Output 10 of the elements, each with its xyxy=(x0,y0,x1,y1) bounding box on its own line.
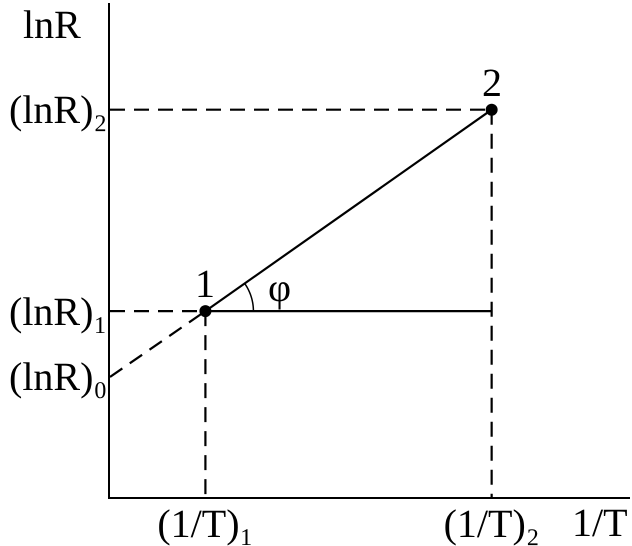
y-axis-title: lnR xyxy=(23,2,82,47)
x-axis-title: 1/T xyxy=(572,500,628,545)
annotation: 1 xyxy=(195,261,215,306)
annotation: (lnR)₁ xyxy=(9,289,108,334)
annotation: (lnR)₂ xyxy=(9,87,108,132)
annotation: 2 xyxy=(482,60,502,105)
x-tick-label: (1/T)₁ xyxy=(157,501,254,546)
x-tick-label: (1/T)₂ xyxy=(444,501,540,546)
annotation: (lnR)₀ xyxy=(9,354,108,399)
annotation: φ xyxy=(268,265,292,310)
